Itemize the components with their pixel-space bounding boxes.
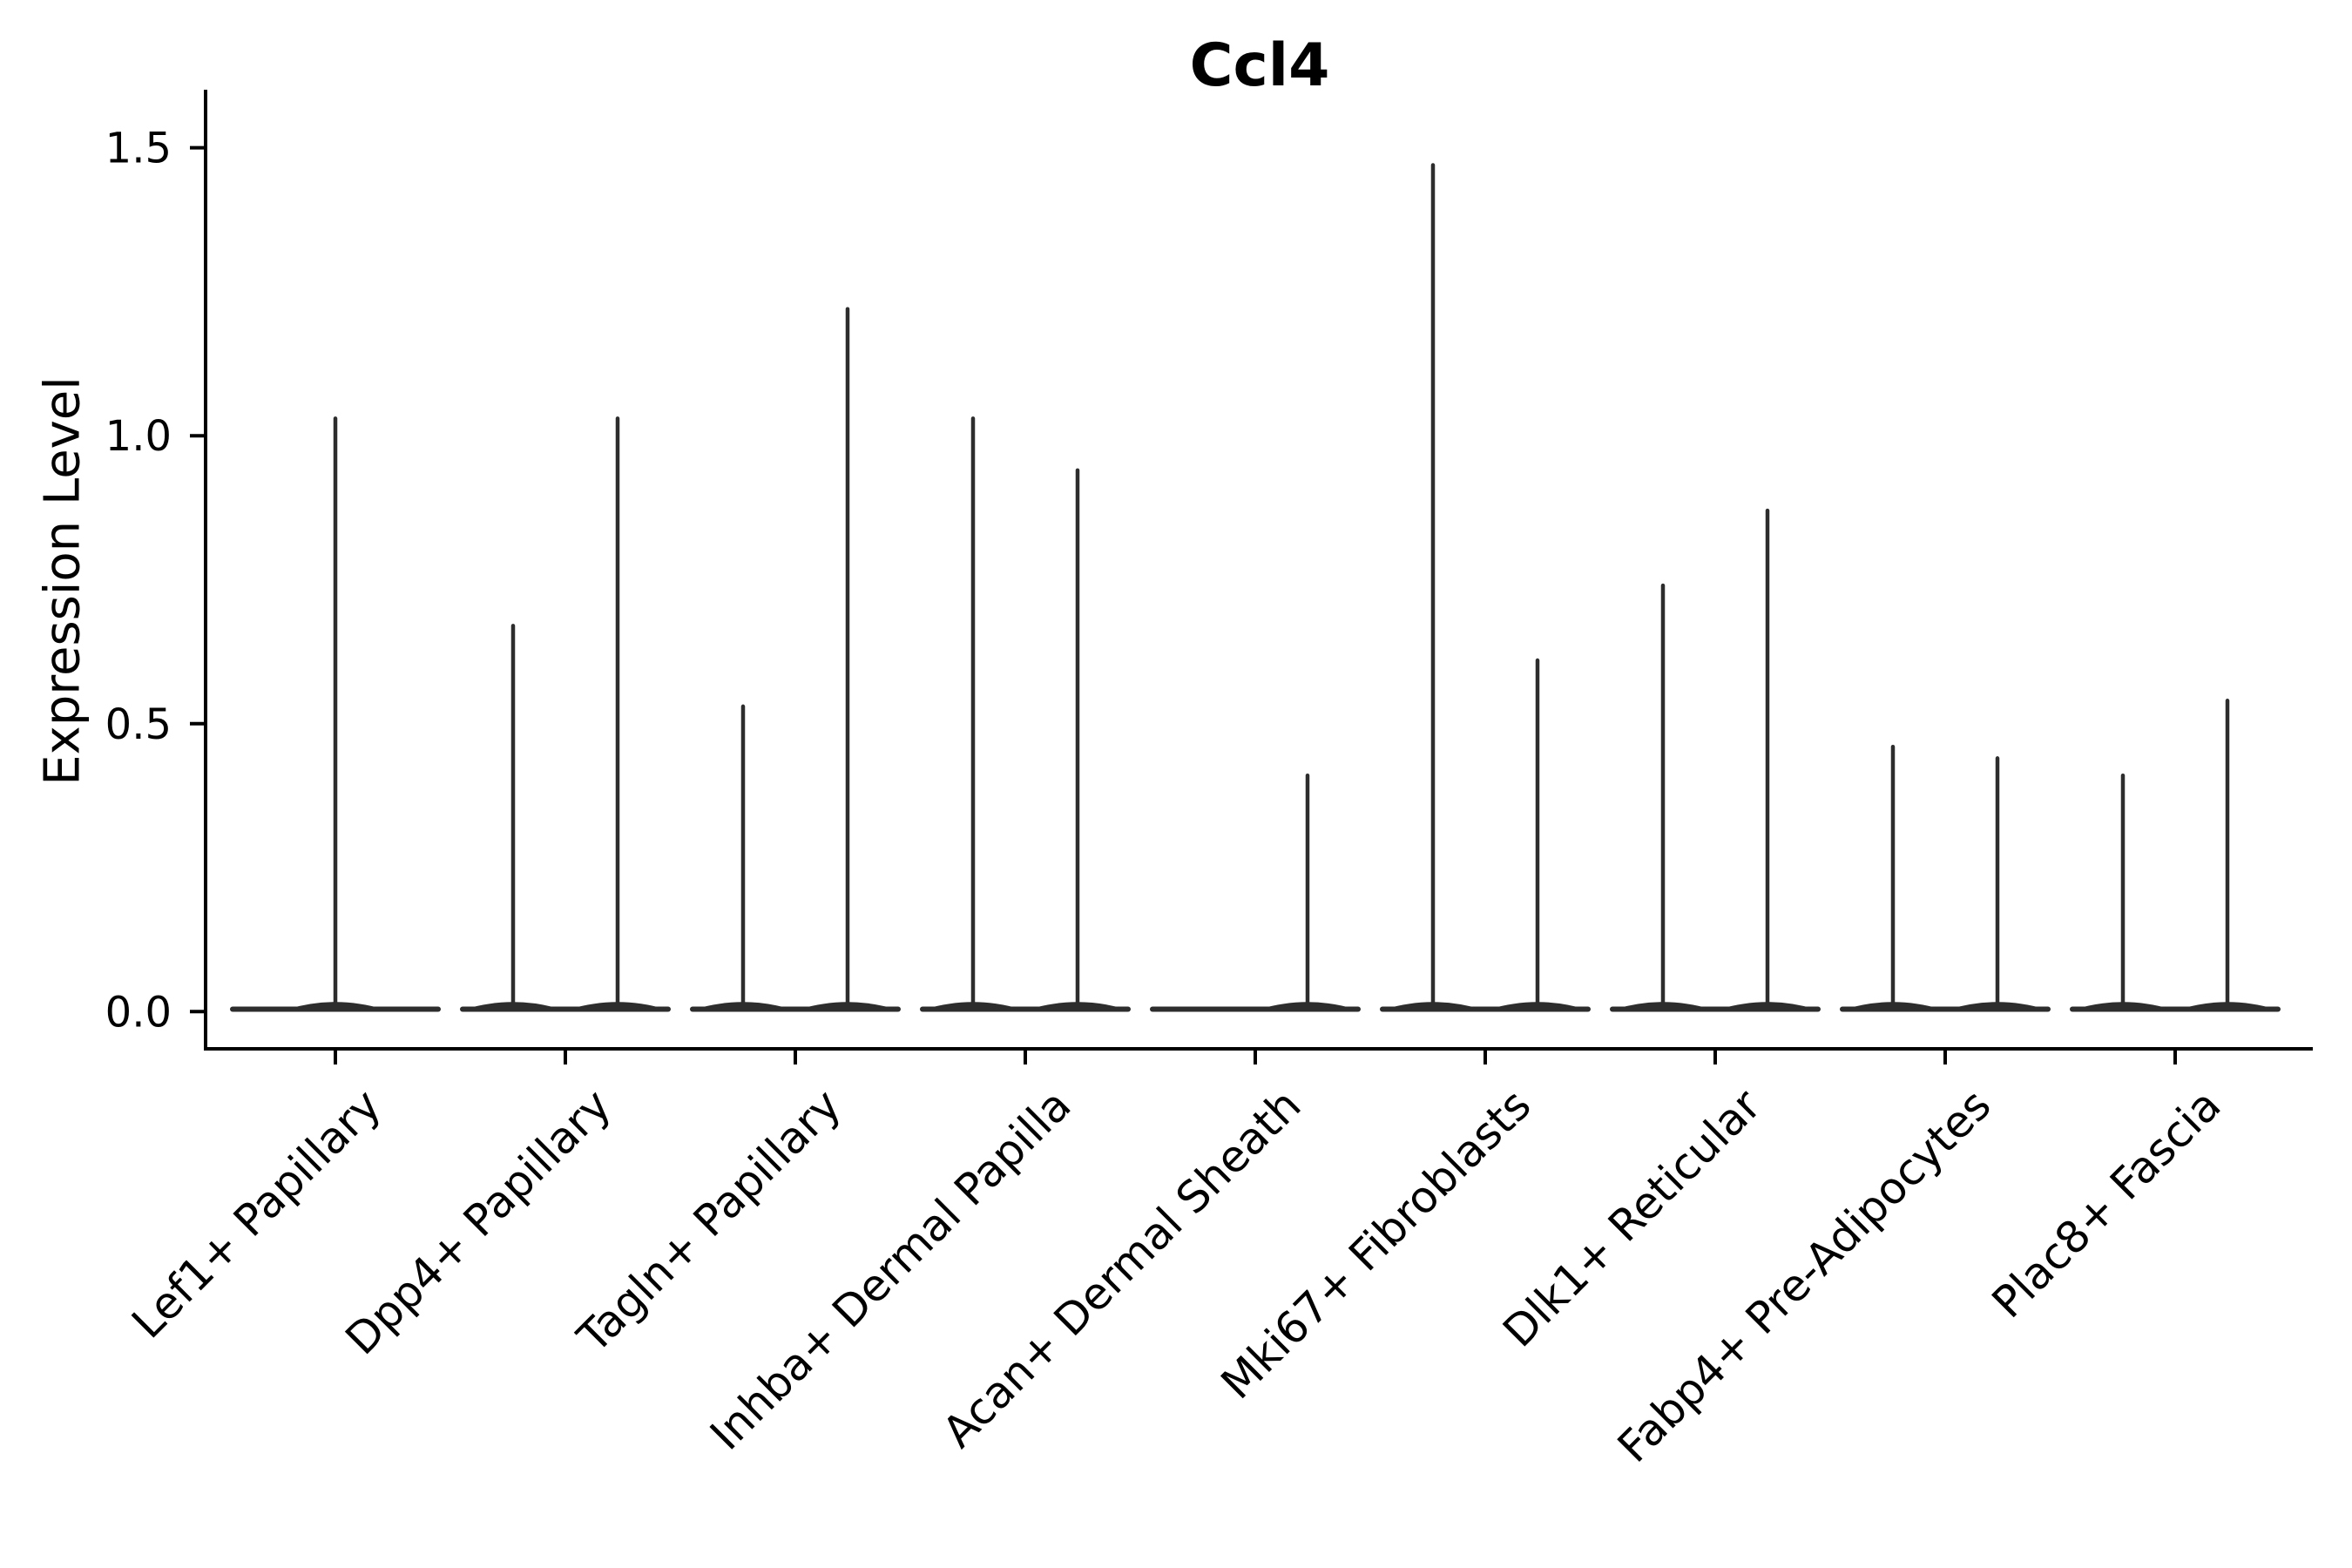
violin-mound [1720, 1002, 1815, 1010]
x-tick-label: Plac8+ Fascia [1983, 1079, 2231, 1328]
violin-mound [1490, 1002, 1585, 1010]
violin-mound [925, 1002, 1021, 1010]
violin-mound [1385, 1002, 1481, 1010]
violin-mound [465, 1002, 561, 1010]
violin-mound [1030, 1002, 1125, 1010]
chart-title: Ccl4 [1189, 31, 1330, 100]
violin-mound [2180, 1002, 2275, 1010]
x-tick-label: Lef1+ Papillary [122, 1079, 390, 1348]
violin-mound [570, 1002, 666, 1010]
x-tick-label: Fabp4+ Pre-Adipocytes [1608, 1079, 2001, 1472]
violin-mound [1615, 1002, 1711, 1010]
violin-mound [1845, 1002, 1941, 1010]
violin-mound [2075, 1002, 2171, 1010]
violin-mound [800, 1002, 896, 1010]
y-tick-label: 1.5 [105, 125, 172, 173]
y-tick-label: 0.5 [105, 700, 172, 749]
violin-mound [1260, 1002, 1355, 1010]
violin-mound [1950, 1002, 2045, 1010]
y-tick-label: 1.0 [105, 412, 172, 461]
violin-mound [695, 1002, 791, 1010]
violin-mound [287, 1002, 383, 1010]
y-tick-label: 0.0 [105, 988, 172, 1037]
